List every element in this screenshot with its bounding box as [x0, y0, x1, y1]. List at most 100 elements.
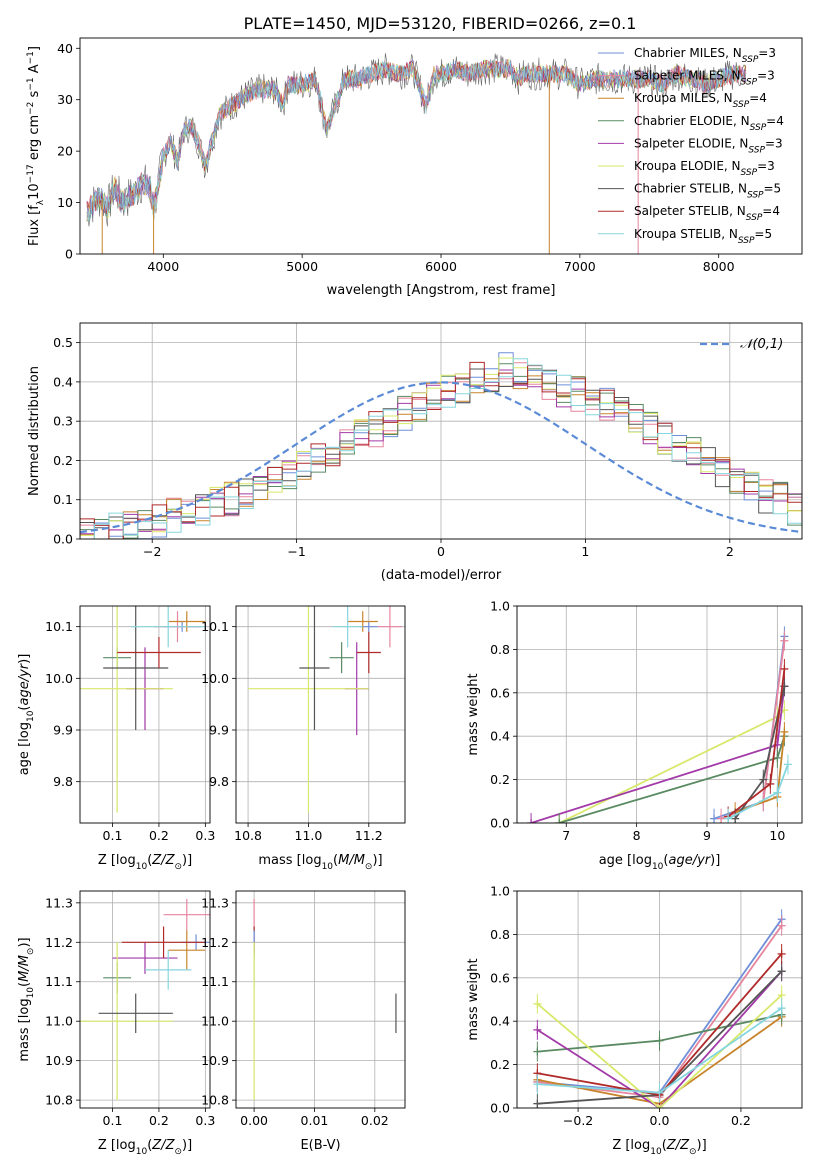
- y-tick-label: 11.2: [45, 935, 73, 950]
- plot-area: [80, 606, 210, 823]
- y-tick-label: 1.0: [490, 599, 510, 614]
- x-tick-label: 0.02: [361, 1113, 389, 1128]
- x-tick-label: 7000: [564, 259, 596, 274]
- axes-frame: [79, 37, 803, 255]
- x-axis-label: mass [log10(M/M⊙)]: [258, 853, 382, 872]
- y-tick-label: 11.3: [45, 895, 73, 910]
- axes-frame: [79, 890, 211, 1109]
- y-tick-label: 10.8: [201, 1093, 229, 1108]
- legend-label: Salpeter STELIB, NSSP=4: [634, 204, 780, 223]
- axes-frame: [516, 605, 803, 824]
- x-tick-label: 4000: [147, 259, 179, 274]
- axes-frame: [516, 890, 803, 1109]
- y-axis-label: Normed distribution: [27, 366, 42, 496]
- legend-label: Chabrier ELODIE, NSSP=4: [634, 114, 784, 133]
- x-tick-label: 0.3: [195, 828, 215, 843]
- y-tick-label: 0.5: [53, 335, 73, 350]
- panel-7: −0.2 0.0 0.2 0.0 0.2 0.4 0.6 0.8 1.0 Z [log10(Z/Z…: [466, 884, 803, 1157]
- plot-area: [236, 891, 405, 1108]
- series-line: [536, 994, 783, 1108]
- x-tick-label: 1: [581, 544, 589, 559]
- panel-2: 0.1 0.2 0.3 9.8 9.9 10.0 10.1 Z [log10(Z/Z⊙)] ag…: [17, 605, 215, 872]
- y-tick-label: 11.0: [45, 1014, 73, 1029]
- legend-label: Chabrier MILES, NSSP=3: [634, 46, 776, 65]
- y-tick-label: 0.0: [490, 816, 510, 831]
- x-tick-label: 11.2: [355, 828, 383, 843]
- y-axis-label: mass weight: [466, 673, 481, 755]
- x-tick-label: 8000: [703, 259, 735, 274]
- x-tick-label: 9: [703, 828, 711, 843]
- x-tick-label: 8: [633, 828, 641, 843]
- y-tick-label: 0.4: [490, 729, 510, 744]
- y-axis-label: Flux [fλ10−17 erg cm−2 s−1 A−1]: [26, 46, 46, 246]
- y-tick-label: 10.0: [201, 671, 229, 686]
- figure-title: PLATE=1450, MJD=53120, FIBERID=0266, z=0…: [244, 14, 637, 33]
- plot-area: [80, 891, 210, 1108]
- x-tick-label: 0.1: [103, 828, 123, 843]
- y-tick-label: 11.2: [201, 935, 229, 950]
- y-tick-label: 9.8: [53, 774, 73, 789]
- y-tick-label: 0.4: [53, 374, 73, 389]
- legend-label: Salpeter MILES, NSSP=3: [634, 69, 775, 88]
- panel-5: 0.1 0.2 0.3 10.8 10.9 11.0 11.1 11.2 11.3 Z [log1…: [17, 890, 215, 1157]
- y-tick-label: 11.1: [201, 974, 229, 989]
- histogram-step: [80, 358, 802, 539]
- histogram-step: [80, 361, 802, 539]
- x-tick-label: 10: [769, 828, 785, 843]
- y-axis-label: age [log10(age/yr)]: [17, 654, 36, 776]
- y-tick-label: 0.6: [490, 970, 510, 985]
- y-tick-label: 30: [57, 92, 73, 107]
- plot-area: [80, 323, 802, 539]
- x-axis-label: Z [log10(Z/Z⊙)]: [612, 1138, 706, 1157]
- x-tick-label: 0: [437, 544, 445, 559]
- axes-frame: [235, 890, 406, 1109]
- y-tick-label: 9.9: [53, 723, 73, 738]
- legend-label: Kroupa MILES, NSSP=4: [634, 91, 767, 110]
- x-tick-label: 5000: [286, 259, 318, 274]
- x-tick-label: 0.0: [650, 1113, 670, 1128]
- y-tick-label: 0.3: [53, 414, 73, 429]
- y-tick-label: 11.1: [45, 974, 73, 989]
- x-tick-label: 6000: [425, 259, 457, 274]
- x-tick-label: 0.00: [240, 1113, 268, 1128]
- y-tick-label: 0.1: [53, 492, 73, 507]
- legend-label: Kroupa STELIB, NSSP=5: [634, 227, 772, 246]
- legend-label: 𝒩(0,1): [740, 337, 783, 352]
- series-line: [536, 970, 783, 1108]
- legend-label: Kroupa ELODIE, NSSP=3: [634, 159, 775, 178]
- x-tick-label: 10.8: [234, 828, 262, 843]
- y-tick-label: 10: [57, 195, 73, 210]
- y-tick-label: 10.9: [201, 1053, 229, 1068]
- y-tick-label: 0.6: [490, 685, 510, 700]
- x-tick-label: 0.3: [195, 1113, 215, 1128]
- y-tick-label: 0.2: [490, 772, 510, 787]
- x-tick-label: 7: [562, 828, 570, 843]
- x-axis-label: Z [log10(Z/Z⊙)]: [98, 1138, 192, 1157]
- y-tick-label: 0.4: [490, 1014, 510, 1029]
- panel-6: 0.00 0.01 0.02 10.8 10.9 11.0 11.1 11.2 11.3 E(B-…: [201, 890, 406, 1153]
- y-tick-label: 40: [57, 41, 73, 56]
- panel-4: 7 8 9 10 0.0 0.2 0.4 0.6 0.8 1.0 age [log10(age/yr…: [466, 599, 803, 872]
- x-axis-label: E(B-V): [300, 1138, 340, 1153]
- x-tick-label: 0.2: [731, 1113, 751, 1128]
- y-tick-label: 0.8: [490, 927, 510, 942]
- y-tick-label: 10.1: [201, 619, 229, 634]
- y-tick-label: 10.1: [45, 619, 73, 634]
- plot-area: [86, 53, 747, 254]
- legend-label: Chabrier STELIB, NSSP=5: [634, 182, 781, 201]
- y-tick-label: 0.0: [490, 1101, 510, 1116]
- y-tick-label: 10.8: [45, 1093, 73, 1108]
- histogram-step: [80, 363, 802, 539]
- plot-area: [517, 891, 802, 1108]
- x-tick-label: 0.1: [103, 1113, 123, 1128]
- y-tick-label: 10.0: [45, 671, 73, 686]
- x-tick-label: −1: [287, 544, 305, 559]
- panel-0: 4000 5000 6000 7000 8000 0 10 20 30 40 Chabrier MI…: [26, 37, 803, 298]
- y-tick-label: 11.3: [201, 895, 229, 910]
- y-tick-label: 0.0: [53, 532, 73, 547]
- y-tick-label: 11.0: [201, 1014, 229, 1029]
- x-axis-label: age [log10(age/yr)]: [599, 853, 721, 872]
- x-axis-label: wavelength [Angstrom, rest frame]: [327, 283, 556, 298]
- axes-frame: [79, 322, 803, 540]
